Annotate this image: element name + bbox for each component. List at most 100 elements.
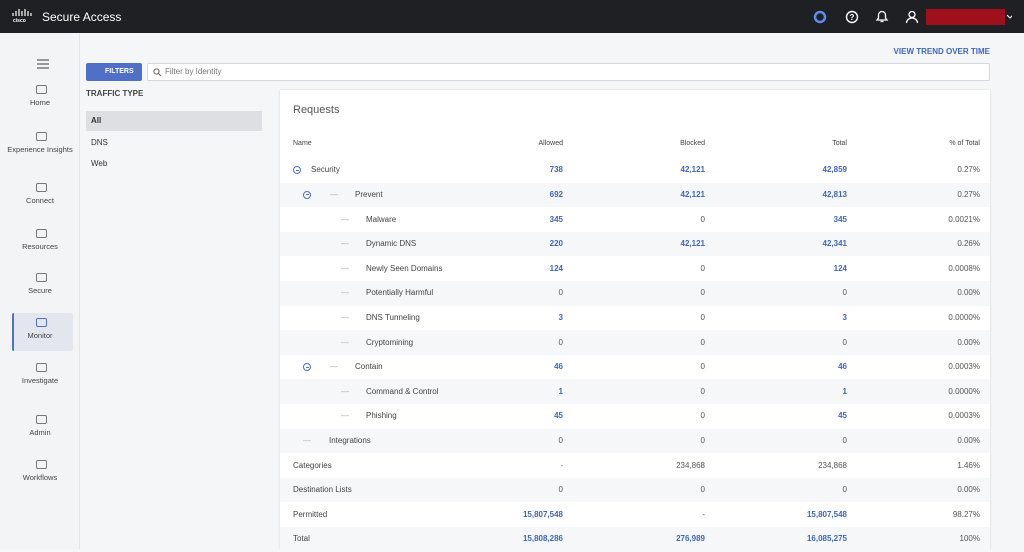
filters-button[interactable]: FILTERS [86,63,142,81]
cell-value[interactable]: 46 [838,362,847,372]
cell-value: 0.27% [957,165,980,175]
logo: cisco [13,18,26,24]
cell-value: 0 [700,485,705,495]
cell-value[interactable]: 1 [558,386,563,396]
nav-label: Workflows [22,473,58,482]
traffic-option[interactable]: Web [91,159,108,168]
cell-value: 234,868 [818,460,847,470]
cell-value: - [702,509,705,519]
nav-icon [36,229,47,238]
row-stripe [280,527,990,552]
trend-link[interactable]: VIEW TREND OVER TIME [893,47,990,56]
cell-value: 0.0021% [948,214,980,224]
cell-value[interactable]: 46 [554,362,563,372]
collapse-toggle[interactable] [293,166,301,175]
dash: — [341,386,349,396]
row-name: Newly Seen Domains [366,263,443,273]
cell-value[interactable]: 738 [549,165,563,175]
row-name: Prevent [355,189,383,199]
cell-value: 234,868 [676,460,705,470]
search-placeholder: Filter by Identity [165,67,222,76]
cell-value[interactable]: 1 [842,386,847,396]
cell-value: 0.00% [957,337,980,347]
cell-value[interactable]: 345 [833,214,847,224]
row-name: Security [311,165,340,175]
nav-icon [36,132,47,141]
cell-value: 0 [558,435,563,445]
cell-value[interactable]: 16,085,275 [806,534,847,544]
cell-value[interactable]: 45 [554,411,563,421]
cell-value[interactable]: 15,807,548 [522,509,563,519]
cell-value[interactable]: 692 [549,189,563,199]
row-name: Command & Control [366,386,439,396]
collapse-toggle[interactable] [303,363,311,372]
nav-label: Resources [22,242,58,251]
filters-label: FILTERS [105,68,134,75]
cell-value[interactable]: 3 [558,312,563,322]
cell-value: 0 [700,386,705,396]
header-icons[interactable]: ? [812,9,1012,25]
cell-value[interactable]: 15,807,548 [806,509,847,519]
cell-value[interactable]: 42,813 [822,189,847,199]
top-bar: cisco Secure Access ? [0,0,1024,33]
nav-label: Connect [26,196,54,205]
traffic-type-title: TRAFFIC TYPE [86,89,144,98]
dash: — [341,214,349,224]
requests-panel: Requests Name Allowed Blocked Total % of Tot… [280,90,990,552]
cell-value[interactable]: 345 [549,214,563,224]
svg-text:?: ? [850,13,855,22]
cell-value: 0 [700,288,705,298]
traffic-option[interactable]: All [86,111,262,131]
dash: — [330,189,338,199]
row-name: Integrations [329,435,371,445]
dash: — [330,362,338,372]
cell-value[interactable]: 3 [842,312,847,322]
toggle-minus [295,169,299,171]
row-name: Cryptomining [366,337,414,347]
cell-value[interactable]: 124 [549,263,563,273]
cell-value[interactable]: 124 [833,263,847,273]
cell-value[interactable]: 42,121 [680,165,705,175]
row-name: Malware [366,214,397,224]
cell-value[interactable]: 220 [549,239,563,249]
row-name: Permitted [293,509,328,519]
cell-value[interactable]: 42,341 [822,239,847,249]
cell-value[interactable]: 42,859 [822,165,847,175]
cell-value[interactable]: 42,121 [680,239,705,249]
cell-value: 0.0000% [948,386,980,396]
dash: — [341,337,349,347]
nav-label: Secure [28,286,52,295]
dash: — [341,312,349,322]
row-stripe [280,379,990,404]
dash: — [303,435,311,445]
row-name: Dynamic DNS [366,239,417,249]
cell-value[interactable]: 276,989 [676,534,705,544]
cell-value: 0 [842,288,847,298]
toggle-minus [305,366,309,368]
toggle-minus [305,194,309,196]
cell-value[interactable]: 45 [838,411,847,421]
cell-value: 0 [700,263,705,273]
cell-value[interactable]: 15,808,286 [522,534,563,544]
menu-icon[interactable] [36,58,50,70]
cell-value: 0.00% [957,288,980,298]
nav-item[interactable] [12,313,73,351]
nav-icon [36,273,47,282]
row-name: Total [293,534,310,544]
cell-value[interactable]: 42,121 [680,189,705,199]
search-input[interactable]: Filter by Identity [147,63,990,81]
row-name: Phishing [366,411,397,421]
search-icon [153,68,162,77]
traffic-option[interactable]: DNS [91,138,108,147]
nav-icon [36,460,47,469]
nav-label: Admin [29,428,51,437]
collapse-toggle[interactable] [303,190,311,199]
nav-icon [36,363,47,372]
row-name: Categories [293,460,332,470]
nav-icon [36,318,47,327]
column-header: Name [293,140,312,147]
row-stripe [280,281,990,306]
cell-value: 0.27% [957,189,980,199]
nav-label: Monitor [27,331,53,340]
column-header: Blocked [680,140,705,147]
